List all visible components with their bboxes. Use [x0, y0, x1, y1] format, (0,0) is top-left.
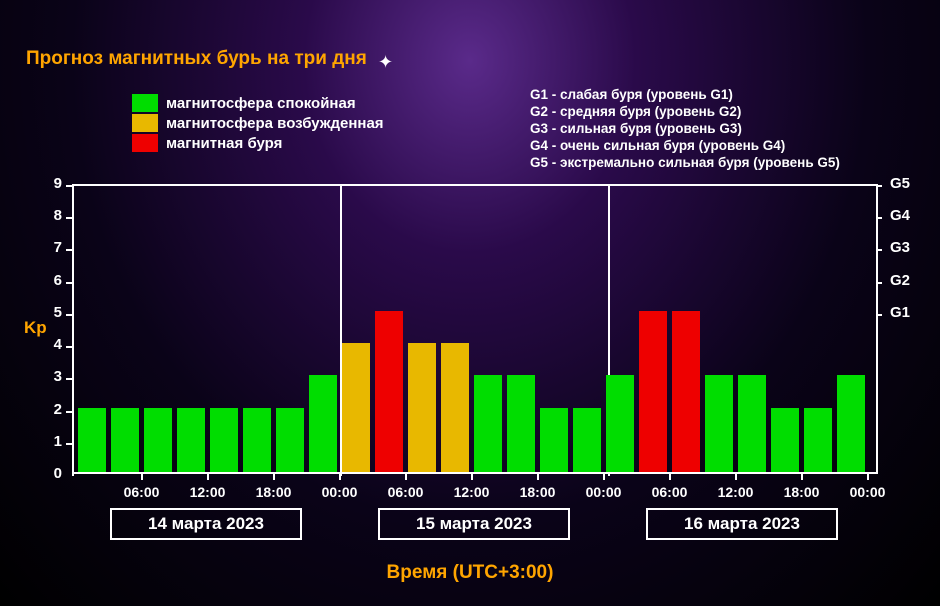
x-axis-title: Время (UTC+3:00): [387, 562, 554, 584]
bar: [408, 343, 436, 472]
bar: [804, 408, 832, 472]
decorative-star: ✦: [378, 52, 393, 73]
bar: [243, 408, 271, 472]
legend-row: магнитосфера возбужденная: [132, 114, 384, 132]
bar: [573, 408, 601, 472]
x-tick-label: 18:00: [784, 484, 820, 500]
date-box: 16 марта 2023: [646, 508, 838, 540]
bar: [738, 375, 766, 472]
legend-levels: G1 - слабая буря (уровень G1)G2 - средня…: [530, 86, 840, 171]
bar: [276, 408, 304, 472]
bar: [78, 408, 106, 472]
y-axis-label: Kp: [24, 318, 47, 338]
bar: [375, 311, 403, 472]
x-tick-label: 00:00: [586, 484, 622, 500]
x-tick-label: 18:00: [256, 484, 292, 500]
x-tick-label: 06:00: [652, 484, 688, 500]
legend-level-row: G1 - слабая буря (уровень G1): [530, 86, 840, 103]
bar: [309, 375, 337, 472]
bar: [177, 408, 205, 472]
x-tick-label: 12:00: [454, 484, 490, 500]
x-tick-label: 00:00: [850, 484, 886, 500]
y-tick-label-left: 0: [42, 465, 62, 482]
x-tick-label: 00:00: [322, 484, 358, 500]
x-tick-label: 12:00: [718, 484, 754, 500]
x-tick-label: 18:00: [520, 484, 556, 500]
chart-title: Прогноз магнитных бурь на три дня: [26, 48, 367, 70]
legend-swatch: [132, 114, 158, 132]
bar: [540, 408, 568, 472]
x-tick-label: 12:00: [190, 484, 226, 500]
legend-swatch: [132, 94, 158, 112]
y-tick-label-right: G2: [890, 272, 910, 289]
bar: [837, 375, 865, 472]
y-tick-label-left: 5: [42, 304, 62, 321]
bar: [144, 408, 172, 472]
legend-row: магнитная буря: [132, 134, 384, 152]
bar: [342, 343, 370, 472]
bar: [606, 375, 634, 472]
x-tick-label: 06:00: [124, 484, 160, 500]
bar: [771, 408, 799, 472]
y-tick-label-left: 8: [42, 207, 62, 224]
bar: [474, 375, 502, 472]
y-tick-label-right: G4: [890, 207, 910, 224]
y-tick-label-left: 4: [42, 336, 62, 353]
y-tick-label-left: 3: [42, 368, 62, 385]
legend-label: магнитосфера спокойная: [166, 95, 356, 112]
y-tick-label-right: G1: [890, 304, 910, 321]
y-tick-label-left: 6: [42, 272, 62, 289]
chart-plot-area: 0123456789G1G2G3G4G506:0012:0018:0000:00…: [72, 184, 878, 474]
bar: [441, 343, 469, 472]
bar: [111, 408, 139, 472]
y-tick-label-left: 9: [42, 175, 62, 192]
legend-label: магнитная буря: [166, 135, 282, 152]
bar: [672, 311, 700, 472]
legend-level-row: G4 - очень сильная буря (уровень G4): [530, 137, 840, 154]
legend-level-row: G5 - экстремально сильная буря (уровень …: [530, 154, 840, 171]
y-tick-label-right: G3: [890, 239, 910, 256]
legend-level-row: G3 - сильная буря (уровень G3): [530, 120, 840, 137]
date-box: 15 марта 2023: [378, 508, 570, 540]
bar: [507, 375, 535, 472]
bar: [639, 311, 667, 472]
y-tick-label-right: G5: [890, 175, 910, 192]
bar: [705, 375, 733, 472]
y-tick-label-left: 1: [42, 433, 62, 450]
legend-level-row: G2 - средняя буря (уровень G2): [530, 103, 840, 120]
x-tick-label: 06:00: [388, 484, 424, 500]
legend-colors: магнитосфера спокойная магнитосфера возбу…: [132, 94, 384, 154]
legend-row: магнитосфера спокойная: [132, 94, 384, 112]
y-tick-label-left: 2: [42, 401, 62, 418]
y-tick-label-left: 7: [42, 239, 62, 256]
date-box: 14 марта 2023: [110, 508, 302, 540]
bar: [210, 408, 238, 472]
legend-label: магнитосфера возбужденная: [166, 115, 384, 132]
legend-swatch: [132, 134, 158, 152]
